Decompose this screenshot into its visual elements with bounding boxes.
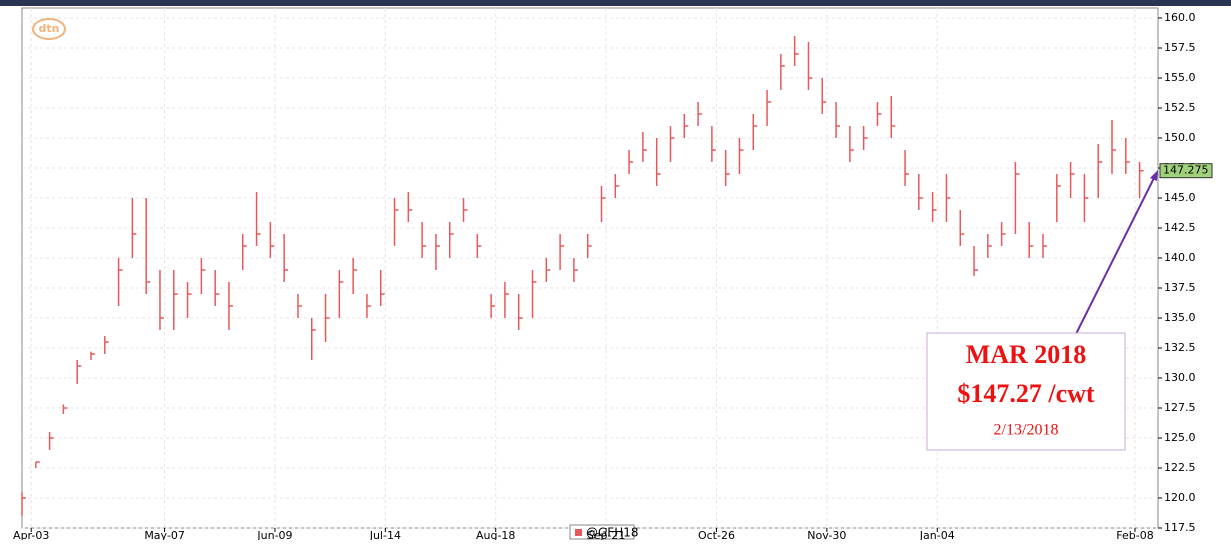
annotation-date: 2/13/2018: [994, 422, 1059, 439]
logo: dtn: [39, 22, 60, 35]
last-price-label: 147.275: [1163, 164, 1209, 177]
y-tick-label: 127.5: [1164, 401, 1196, 414]
y-tick-label: 160.0: [1164, 11, 1196, 24]
x-tick-label: May-07: [144, 529, 185, 540]
logo-ring: [32, 18, 66, 40]
x-tick-label: Aug-18: [476, 529, 515, 540]
x-tick-label: Oct-26: [698, 529, 735, 540]
y-tick-label: 140.0: [1164, 251, 1196, 264]
legend-label: @GFH18: [586, 526, 639, 540]
y-tick-label: 117.5: [1164, 521, 1196, 534]
annotation-price: $147.27 /cwt: [957, 379, 1095, 408]
last-price-box: [1159, 163, 1213, 179]
y-tick-label: 155.0: [1164, 71, 1196, 84]
y-tick-label: 130.0: [1164, 371, 1196, 384]
annotation-box: [926, 332, 1126, 451]
y-tick-label: 132.5: [1164, 341, 1196, 354]
y-tick-label: 150.0: [1164, 131, 1196, 144]
x-tick-label: Jul-14: [369, 529, 401, 540]
x-tick-label: Feb-08: [1116, 529, 1153, 540]
legend-box: [569, 524, 635, 540]
y-tick-label: 145.0: [1164, 191, 1196, 204]
x-tick-label: Apr-03: [13, 529, 49, 540]
arrow-head: [1150, 170, 1158, 181]
legend-swatch: [575, 529, 582, 536]
y-tick-label: 125.0: [1164, 431, 1196, 444]
top-band: [0, 0, 1231, 6]
y-tick-label: 120.0: [1164, 491, 1196, 504]
x-tick-label: Nov-30: [807, 529, 846, 540]
y-tick-label: 137.5: [1164, 281, 1196, 294]
y-tick-label: 157.5: [1164, 41, 1196, 54]
x-tick-label: Jun-09: [256, 529, 292, 540]
y-tick-label: 122.5: [1164, 461, 1196, 474]
x-tick-label: Jan-04: [919, 529, 955, 540]
y-tick-label: 135.0: [1164, 311, 1196, 324]
annotation-title: MAR 2018: [966, 340, 1087, 369]
x-tick-label: Sep-21: [587, 529, 626, 540]
y-tick-label: 152.5: [1164, 101, 1196, 114]
arrow: [1075, 173, 1157, 335]
y-tick-label: 142.5: [1164, 221, 1196, 234]
